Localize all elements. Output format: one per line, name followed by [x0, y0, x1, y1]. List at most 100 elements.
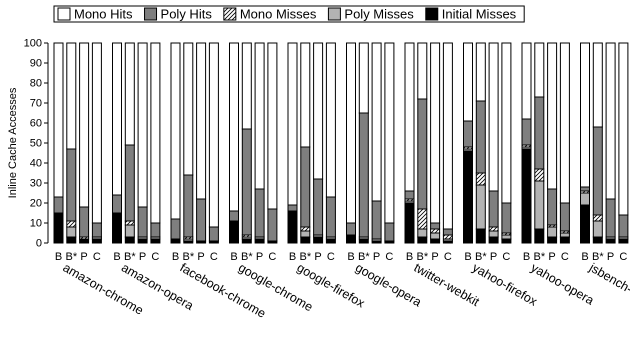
bar-segment-yahoo-opera-b-mono-hits [534, 42, 545, 98]
legend-swatch-poly-hits [144, 7, 158, 21]
bar-label: P [607, 251, 614, 263]
bar-label: B [464, 251, 471, 263]
bar-segment-jsbench-am-b-poly-hits [592, 126, 603, 216]
bar-segment-amazon-chrome-b-poly-misses [66, 226, 77, 238]
bar-label: C [210, 251, 218, 263]
bar-segment-facebook-chrome-c-mono-hits [208, 42, 219, 228]
bar-segment-twitter-webkit-b-poly-misses [417, 228, 428, 238]
bar-segment-google-firefox-b-initial-misses [287, 210, 298, 244]
bar-segment-jsbench-am-b-poly-misses [592, 220, 603, 238]
bar-label: C [502, 251, 510, 263]
bar-segment-google-firefox-b-initial-misses [300, 236, 311, 244]
bar-label: C [268, 251, 276, 263]
bar-segment-google-chrome-c-poly-hits [267, 208, 278, 242]
bar-segment-amazon-chrome-b-mono-hits [53, 42, 64, 198]
bar-label: B [55, 251, 62, 263]
bar-segment-twitter-webkit-c-mono-hits [442, 42, 453, 230]
y-tick-label: 0 [36, 238, 42, 250]
bar-segment-yahoo-firefox-b-initial-misses [475, 228, 486, 244]
bar-segment-yahoo-opera-p-poly-misses [547, 226, 558, 238]
bar-label: P [256, 251, 263, 263]
bar-segment-google-firefox-c-poly-hits [325, 196, 336, 238]
bar-label: B* [124, 251, 136, 263]
bar-segment-yahoo-opera-b-poly-misses [534, 180, 545, 230]
bar-segment-jsbench-am-c-initial-misses [618, 238, 629, 244]
bar-segment-jsbench-am-c-poly-hits [618, 214, 629, 238]
bar-label: P [314, 251, 321, 263]
bar-segment-yahoo-firefox-b-mono-hits [475, 42, 486, 102]
bar-label: C [151, 251, 159, 263]
bar-segment-amazon-opera-c-mono-hits [150, 42, 161, 224]
bar-segment-google-chrome-b-initial-misses [229, 220, 239, 244]
bar-segment-amazon-chrome-b-poly-hits [66, 148, 77, 222]
bar-segment-amazon-opera-b-initial-misses [124, 236, 135, 244]
bar-segment-yahoo-opera-b-poly-hits [521, 118, 532, 146]
bar-segment-google-chrome-b-mono-hits [229, 42, 239, 212]
bar-segment-yahoo-firefox-p-poly-hits [488, 190, 499, 228]
bar-segment-google-chrome-b-poly-hits [241, 128, 252, 236]
bar-label: C [93, 251, 101, 263]
bar-label: B [406, 251, 413, 263]
group-label-twitter-webkit: twitter-webkit [412, 260, 483, 309]
bar-segment-twitter-webkit-b-mono-misses [417, 208, 428, 230]
bar-segment-facebook-chrome-b-mono-hits [183, 42, 194, 176]
bar-segment-google-firefox-p-initial-misses [313, 236, 324, 244]
bar-segment-jsbench-am-b-mono-hits [592, 42, 603, 128]
bar-segment-yahoo-opera-c-mono-hits [559, 42, 570, 204]
bar-segment-google-opera-b-poly-hits [346, 222, 356, 236]
bar-segment-yahoo-firefox-c-mono-hits [501, 42, 512, 204]
bar-segment-amazon-chrome-b-mono-misses [66, 220, 77, 228]
bar-segment-yahoo-firefox-b-mono-misses [475, 172, 486, 186]
bar-segment-yahoo-opera-b-mono-hits [521, 42, 532, 120]
bar-segment-google-opera-p-poly-hits [371, 200, 382, 240]
legend-swatch-poly-misses [327, 7, 341, 21]
bar-segment-google-firefox-p-mono-hits [313, 42, 324, 180]
bar-segment-amazon-opera-b-mono-misses [124, 220, 135, 226]
bar-label: B* [182, 251, 194, 263]
bar-segment-amazon-chrome-p-mono-hits [79, 42, 90, 208]
bar-segment-amazon-opera-b-poly-hits [124, 144, 135, 222]
legend: Mono Hits Poly Hits Mono Misses Poly Misses… [53, 5, 525, 23]
bar-segment-amazon-chrome-c-initial-misses [91, 238, 102, 244]
bar-segment-facebook-chrome-b-poly-hits [170, 218, 181, 240]
legend-swatch-mono-hits [57, 7, 71, 21]
bar-segment-amazon-opera-b-mono-hits [124, 42, 135, 146]
group-label-yahoo-firefox: yahoo-firefox [470, 260, 540, 309]
bar-segment-twitter-webkit-b-poly-hits [404, 190, 415, 200]
bar-segment-twitter-webkit-p-mono-hits [430, 42, 441, 224]
bar-segment-amazon-chrome-p-poly-hits [79, 206, 90, 238]
bar-label: C [619, 251, 627, 263]
bar-label: B [113, 251, 120, 263]
bar-label: B* [65, 251, 77, 263]
bar-segment-yahoo-firefox-b-mono-hits [463, 42, 473, 122]
axes: 0 10 20 30 40 50 60 70 80 90 100 Inline Cache Acces… [7, 38, 49, 250]
bar-segment-yahoo-firefox-b-poly-hits [475, 100, 486, 174]
bar-segment-amazon-opera-c-initial-misses [150, 238, 161, 244]
bar-label: P [80, 251, 87, 263]
bar-label: B [581, 251, 588, 263]
bar-segment-amazon-chrome-b-initial-misses [66, 236, 77, 244]
bar-segment-yahoo-opera-b-mono-misses [534, 168, 545, 182]
y-tick-label: 70 [30, 98, 42, 110]
bar-segment-yahoo-opera-c-poly-hits [559, 202, 570, 232]
bar-segment-google-opera-b-mono-hits [346, 42, 356, 224]
bar-segment-twitter-webkit-b-poly-hits [417, 98, 428, 210]
bar-label: B [347, 251, 354, 263]
bar-segment-yahoo-firefox-c-poly-misses [501, 234, 512, 240]
bar-label: P [548, 251, 555, 263]
legend-swatch-mono-misses [223, 7, 237, 21]
y-tick-label: 80 [30, 78, 42, 90]
bar-label: B* [358, 251, 370, 263]
bar-segment-google-opera-b-poly-hits [358, 112, 369, 238]
bar-segment-yahoo-firefox-c-poly-hits [501, 202, 512, 234]
bar-label: B [230, 251, 237, 263]
bar-label: B [289, 251, 296, 263]
bar-segment-amazon-opera-b-initial-misses [112, 212, 122, 244]
bar-segment-google-firefox-c-mono-hits [325, 42, 336, 198]
legend-label-mono-hits: Mono Hits [74, 7, 133, 22]
bar-segment-google-firefox-b-mono-hits [287, 42, 298, 206]
legend-label-initial-misses: Initial Misses [442, 7, 517, 22]
bar-segment-amazon-opera-b-poly-hits [112, 194, 122, 214]
